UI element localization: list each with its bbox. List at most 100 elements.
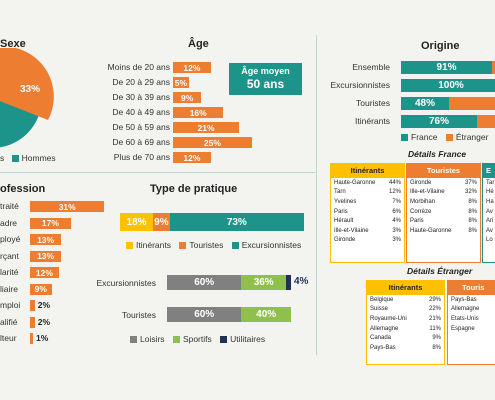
detail-place: Haute-Garonne [410,227,452,234]
detail-row: Hérault 4% [331,216,404,226]
origine-label: Itinérants [355,116,390,126]
detail-place: Espagne [451,325,475,332]
detail-france-excursionnistes: E Tar Hé Ha Av Ari Av Lo [482,163,495,263]
detail-place: Gironde [410,179,432,186]
age-label: Plus de 70 ans [113,152,170,162]
detail-place: Tarn [334,189,346,196]
detail-etranger-touristes: Touris Pays-Bas Allemagne Etats-Unis Espagn… [447,280,495,365]
age-bar: 16% [173,107,224,118]
detail-value: 8% [468,208,477,215]
pie-label-hommes: 33% [20,84,41,95]
origine-bar-etranger [492,61,495,74]
detail-row: Belgique 29% [367,295,444,305]
detail-place: Etats-Unis [451,315,479,322]
detail-header: E [483,164,495,178]
detail-value: 8% [468,198,477,205]
sexe-legend-left: s [0,153,5,163]
profession-bar-label: 2% [37,316,51,327]
legend-sportifs: Sportifs [182,334,212,344]
detail-row: Paris 6% [331,207,404,217]
detail-row: Allemagne 11% [367,324,444,334]
origine-legend: France Étranger [401,132,488,142]
pratique-stack-segment: 73% [169,213,304,231]
detail-row: Gironde 3% [331,236,404,246]
detail-france-itinerants: Itinérants Haute-Garonne 44% Tarn 12% Yvelin… [330,163,405,263]
origine-bar-france: 91% [401,61,492,74]
details-etranger-title: Détails Étranger [407,266,473,276]
detail-row: Ari [483,216,495,226]
detail-place: Suisse [370,306,389,313]
pratique-stack-segment: 18% [120,213,154,231]
age-label: Moins de 20 ans [107,62,170,72]
origine-label: Touristes [355,98,390,108]
activity-segment: 40% [241,307,291,322]
activity-segment: 36% [241,275,287,290]
detail-place: Pays-Bas [370,344,396,351]
pie-slice-hommes [0,48,54,120]
detail-place: Lo [486,237,493,244]
detail-place: Royaume-Uni [370,315,407,322]
activity-segment: 60% [167,307,242,322]
age-bar: 12% [173,62,211,73]
origine-bar-france: 76% [401,115,477,128]
profession-bar: 9% [30,283,52,295]
detail-row: Allemagne [448,305,482,315]
detail-table: Gironde 37% Ille-et-Vilaine 32% Morbihan 8% Co… [407,178,480,236]
legend-utilitaires: Utilitaires [230,334,266,344]
detail-row: Haute-Garonne 8% [407,226,480,236]
detail-row: Pays-Bas 8% [367,343,444,353]
pratique-title: Type de pratique [150,183,238,195]
detail-table: Pays-Bas Allemagne Etats-Unis Espagne [448,295,483,334]
detail-value: 8% [468,227,477,234]
origine-label: Excursionnistes [330,80,390,90]
detail-etranger-itinerants: Itinérants Belgique 29% Suisse 22% Royaume-U… [366,280,445,365]
detail-place: Ille-et-Vilaine [410,189,445,196]
sexe-legend: s Hommes [0,153,56,163]
legend-etranger: Étranger [455,132,489,142]
detail-place: Av [486,227,493,234]
detail-value: 3% [392,237,401,244]
detail-place: Pays-Bas [451,296,477,303]
detail-row: Lo [483,236,495,246]
detail-value: 21% [428,315,441,322]
detail-row: Haute-Garonne 44% [331,178,404,188]
legend-touristes: Touristes [189,240,224,250]
detail-header: Touristes [407,164,480,178]
profession-bar [30,300,35,311]
detail-place: Tar [486,179,495,186]
detail-place: Ille-et-Vilaine [334,227,369,234]
profession-label: liaire [0,283,18,294]
details-france-title: Détails France [408,149,467,159]
pratique-legend: Itinérants Touristes Excursionnistes [126,240,301,250]
detail-place: Av [486,208,493,215]
activity-segment-label: 4% [294,276,309,287]
detail-value: 8% [432,344,441,351]
profession-bar: 17% [30,217,71,229]
age-bar: 9% [173,92,202,103]
activity-label: Excursionnistes [96,278,156,288]
detail-france-touristes: Touristes Gironde 37% Ille-et-Vilaine 32% Mo… [406,163,481,263]
detail-row: Tar [483,178,495,188]
profession-label: ployé [0,234,21,244]
detail-row: Av [483,207,495,217]
detail-place: Paris [334,208,348,215]
detail-table: Tar Hé Ha Av Ari Av Lo [483,178,495,246]
detail-place: Paris [410,218,424,225]
activity-legend: Loisirs Sportifs Utilitaires [130,334,265,344]
detail-place: Ari [486,218,494,225]
age-bar: 21% [173,122,240,133]
origine-bar-etranger [477,115,495,128]
age-bar: 12% [173,152,211,163]
origine-label: Ensemble [352,62,390,72]
detail-row: Morbihan 8% [407,197,480,207]
profession-label: mploi [0,300,21,310]
age-bar: 25% [173,137,252,148]
divider-vertical [316,35,317,355]
detail-row: Canada 9% [367,333,444,343]
detail-table: Belgique 29% Suisse 22% Royaume-Uni 21% Allema… [367,295,444,353]
profession-bar: 12% [30,267,59,278]
detail-value: 7% [392,198,401,205]
activity-segment: 60% [167,275,242,290]
detail-place: Morbihan [410,198,436,205]
detail-value: 9% [432,335,441,342]
